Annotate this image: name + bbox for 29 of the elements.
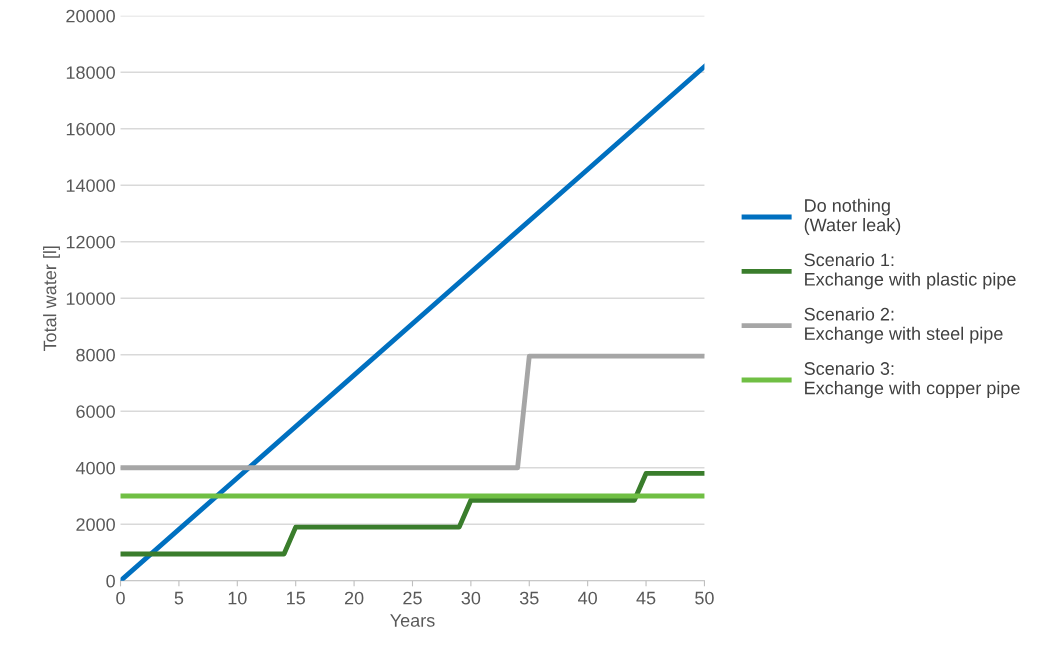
legend-label: Do nothing (Water leak) — [804, 198, 901, 235]
y-tick-label: 10000 — [66, 292, 115, 305]
x-tick-label: 15 — [287, 591, 305, 605]
x-tick-label: 20 — [344, 591, 364, 605]
x-tick-label: 30 — [461, 591, 481, 605]
x-tick-label: 40 — [578, 591, 597, 605]
y-tick-label: 6000 — [76, 405, 115, 418]
y-tick-label: 18000 — [66, 66, 115, 79]
legend-label: Scenario 3: Exchange with copper pipe — [804, 361, 1020, 398]
y-tick-label: 12000 — [66, 235, 115, 249]
y-tick-label: 0 — [106, 574, 115, 588]
x-tick-label: 0 — [116, 591, 125, 605]
y-tick-label: 2000 — [76, 518, 115, 532]
x-tick-label: 5 — [174, 591, 184, 605]
x-tick-label: 50 — [695, 591, 714, 605]
x-tick-label: 10 — [228, 591, 247, 605]
legend-label: Scenario 1: Exchange with plastic pipe — [804, 252, 1016, 290]
y-tick-label: 8000 — [76, 348, 115, 362]
legend-label: Scenario 2: Exchange with steel pipe — [804, 307, 1003, 344]
y-axis-title: Total water [l] — [43, 246, 60, 352]
y-tick-label: 16000 — [66, 122, 115, 136]
line-series — [120, 471, 705, 557]
x-tick-label: 25 — [403, 591, 422, 605]
x-axis-title: Years — [390, 614, 435, 627]
y-tick-label: 14000 — [66, 179, 115, 192]
y-tick-label: 20000 — [66, 9, 115, 23]
x-tick-label: 45 — [636, 591, 656, 605]
y-tick-label: 4000 — [75, 461, 115, 475]
x-tick-label: 35 — [519, 591, 539, 605]
